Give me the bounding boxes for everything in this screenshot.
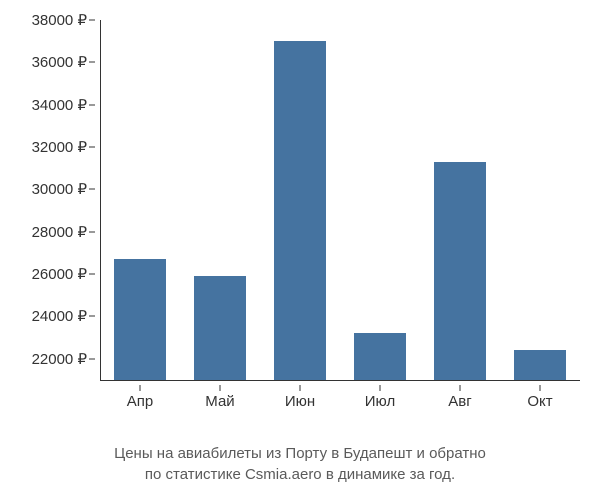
x-tick-mark: [460, 385, 461, 391]
x-axis: Апр Май Июн Июл Авг Окт: [100, 385, 580, 415]
y-tick-mark: [89, 20, 95, 21]
bar: [434, 162, 486, 380]
bar: [274, 41, 326, 380]
y-tick-mark: [89, 62, 95, 63]
y-tick-label: 34000 ₽: [32, 96, 87, 114]
x-tick-mark: [380, 385, 381, 391]
y-tick-label: 36000 ₽: [32, 53, 87, 71]
chart-caption: Цены на авиабилеты из Порту в Будапешт и…: [0, 443, 600, 485]
y-tick-label: 22000 ₽: [32, 350, 87, 368]
y-tick-mark: [89, 231, 95, 232]
y-tick-label: 24000 ₽: [32, 307, 87, 325]
x-tick-mark: [300, 385, 301, 391]
x-tick-mark: [540, 385, 541, 391]
y-tick-label: 30000 ₽: [32, 180, 87, 198]
y-tick-mark: [89, 147, 95, 148]
y-tick-mark: [89, 358, 95, 359]
x-tick-mark: [220, 385, 221, 391]
y-axis: 22000 ₽ 24000 ₽ 26000 ₽ 28000 ₽ 30000 ₽ 32000…: [10, 20, 95, 380]
bar: [194, 276, 246, 380]
y-tick-label: 26000 ₽: [32, 265, 87, 283]
x-tick-label: Июн: [285, 393, 315, 410]
y-tick-mark: [89, 274, 95, 275]
x-tick-label: Авг: [448, 393, 471, 410]
bar: [114, 259, 166, 380]
y-tick-label: 32000 ₽: [32, 138, 87, 156]
y-tick-label: 28000 ₽: [32, 223, 87, 241]
caption-line2: по статистике Csmia.aero в динамике за г…: [145, 466, 455, 483]
bar: [354, 333, 406, 380]
x-tick-label: Окт: [527, 393, 552, 410]
y-tick-mark: [89, 316, 95, 317]
x-axis-line: [100, 380, 580, 381]
caption-line1: Цены на авиабилеты из Порту в Будапешт и…: [114, 445, 486, 462]
y-tick-mark: [89, 104, 95, 105]
x-tick-label: Июл: [365, 393, 395, 410]
bar: [514, 350, 566, 380]
plot-area: [100, 20, 580, 380]
chart-container: 22000 ₽ 24000 ₽ 26000 ₽ 28000 ₽ 30000 ₽ 32000…: [10, 10, 590, 430]
x-tick-label: Май: [205, 393, 234, 410]
x-tick-label: Апр: [127, 393, 153, 410]
y-tick-label: 38000 ₽: [32, 11, 87, 29]
y-tick-mark: [89, 189, 95, 190]
x-tick-mark: [140, 385, 141, 391]
